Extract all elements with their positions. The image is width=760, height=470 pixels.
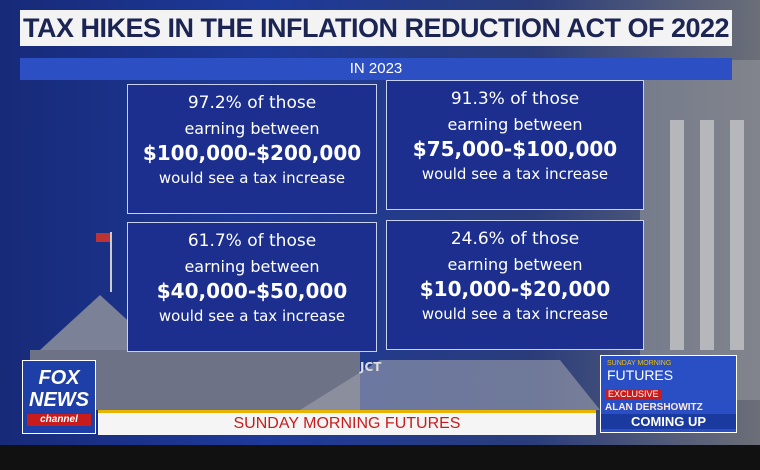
promo-show: FUTURES <box>607 367 674 383</box>
promo-tag: EXCLUSIVE <box>605 389 662 399</box>
stat-box: 97.2% of those earning between $100,000-… <box>127 84 377 214</box>
stat-text: earning between <box>447 255 583 274</box>
stat-box: 91.3% of those earning between $75,000-$… <box>386 80 644 210</box>
stat-range: $75,000-$100,000 <box>412 137 618 161</box>
stat-text: would see a tax increase <box>421 165 609 183</box>
capitol-backdrop <box>30 60 760 410</box>
stat-box: 24.6% of those earning between $10,000-$… <box>386 220 644 350</box>
network-logo: FOX NEWS channel <box>22 360 96 434</box>
show-ticker: SUNDAY MORNING FUTURES <box>98 410 596 435</box>
logo-text: NEWS <box>29 389 89 411</box>
stat-range: $40,000-$50,000 <box>156 279 348 303</box>
source: JCT <box>360 360 382 374</box>
stat-box: 61.7% of those earning between $40,000-$… <box>127 222 377 352</box>
stat-text: earning between <box>184 257 320 276</box>
promo-status: COMING UP <box>601 414 736 429</box>
subtitle: IN 2023 <box>20 58 732 80</box>
promo-box: SUNDAY MORNING FUTURES EXCLUSIVE ALAN DE… <box>600 355 737 433</box>
stat-percent: 91.3% of those <box>450 89 580 109</box>
stat-percent: 97.2% of those <box>187 93 317 113</box>
stat-text: would see a tax increase <box>158 307 346 325</box>
stat-range: $100,000-$200,000 <box>142 141 362 165</box>
stat-text: would see a tax increase <box>421 305 609 323</box>
logo-text: FOX <box>38 367 80 389</box>
promo-guest: ALAN DERSHOWITZ <box>605 402 703 413</box>
logo-text: channel <box>27 414 91 426</box>
stat-range: $10,000-$20,000 <box>419 277 611 301</box>
stat-text: would see a tax increase <box>158 169 346 187</box>
promo-show-top: SUNDAY MORNING <box>607 360 672 367</box>
stat-percent: 24.6% of those <box>450 229 580 249</box>
stat-text: earning between <box>184 119 320 138</box>
tv-screen: TAX HIKES IN THE INFLATION REDUCTION ACT… <box>0 0 760 445</box>
title: TAX HIKES IN THE INFLATION REDUCTION ACT… <box>20 10 732 46</box>
stat-percent: 61.7% of those <box>187 231 317 251</box>
stat-text: earning between <box>447 115 583 134</box>
